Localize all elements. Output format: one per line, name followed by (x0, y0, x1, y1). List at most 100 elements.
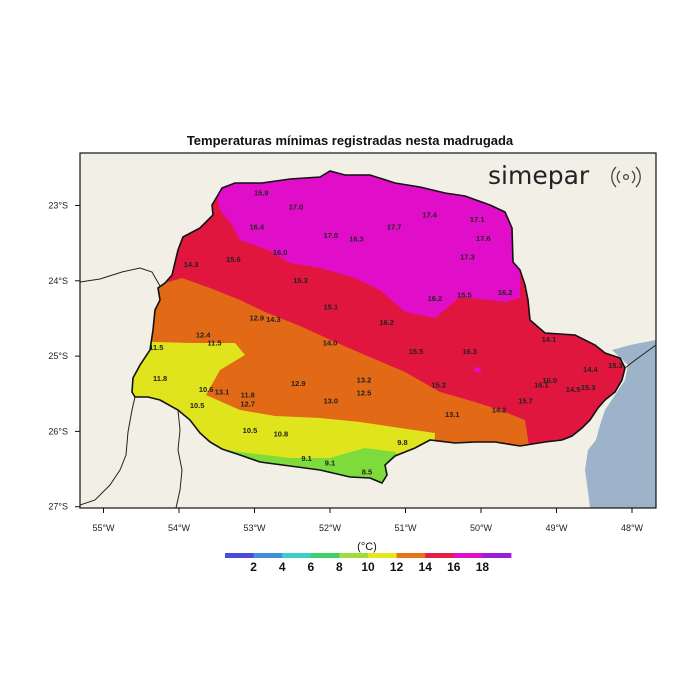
station-value: 14.2 (492, 406, 507, 415)
colorbar-tick-label: 8 (336, 560, 343, 574)
station-value: 15.3 (293, 276, 308, 285)
latitude-axis: 23°S 24°S 25°S 26°S 27°S (48, 201, 80, 512)
station-value: 15.2 (431, 381, 446, 390)
station-value: 10.5 (243, 426, 258, 435)
lat-tick-label: 25°S (48, 351, 68, 361)
colorbar-tick-label: 18 (476, 560, 490, 574)
colorbar-ticks: 2 4 6 8 10 12 14 16 18 (250, 560, 489, 574)
station-value: 15.6 (226, 255, 241, 264)
brand-text: simepar (488, 161, 590, 190)
station-value: 11.8 (241, 391, 255, 400)
station-value: 16.1 (534, 381, 549, 390)
station-value: 11.5 (149, 343, 163, 352)
colorbar-tick-label: 10 (361, 560, 375, 574)
longitude-axis: 55°W 54°W 53°W 52°W 51°W 50°W 49°W 48°W (92, 508, 644, 533)
country-borders (80, 267, 656, 508)
station-value: 17.7 (387, 223, 402, 232)
colorbar-swatch (453, 553, 483, 558)
colorbar-unit: (°C) (357, 541, 377, 553)
band-above-16-spot (474, 367, 481, 372)
station-value: 13.1 (445, 410, 460, 419)
station-value: 11.5 (207, 339, 221, 348)
colorbar-tick-label: 6 (307, 560, 314, 574)
lat-tick-label: 26°S (48, 426, 68, 436)
frame-border (79, 152, 657, 509)
station-value: 16.2 (379, 318, 394, 327)
station-value: 16.0 (273, 248, 288, 257)
station-value: 13.0 (323, 397, 338, 406)
lon-tick-label: 52°W (319, 523, 342, 533)
station-value: 10.6 (199, 385, 214, 394)
colorbar-tick-label: 2 (250, 560, 257, 574)
lon-tick-label: 49°W (545, 523, 568, 533)
colorbar-tick-label: 14 (419, 560, 433, 574)
signal-icon (611, 166, 641, 188)
lon-tick-label: 50°W (470, 523, 493, 533)
border-sp-coast (624, 344, 656, 369)
station-value: 12.5 (357, 388, 372, 397)
station-value: 14.0 (323, 339, 338, 348)
colorbar-swatch (282, 553, 312, 558)
map-frame (79, 152, 657, 509)
border-paraguay-ms (80, 267, 161, 287)
station-value: 15.5 (409, 347, 424, 356)
station-value: 13.2 (357, 375, 372, 384)
station-value: 10.5 (190, 401, 205, 410)
colorbar-swatch (396, 553, 426, 558)
station-value: 14.5 (566, 385, 581, 394)
station-value: 14.3 (266, 315, 281, 324)
station-value: 9.8 (397, 438, 407, 447)
station-value: 17.3 (460, 253, 475, 262)
station-value: 14.1 (542, 335, 557, 344)
station-value: 17.4 (422, 211, 437, 220)
station-value: 17.1 (470, 215, 485, 224)
station-value: 15.1 (323, 302, 338, 311)
lat-tick-label: 24°S (48, 276, 68, 286)
border-sc-inland (175, 409, 183, 508)
colorbar-tick-label: 12 (390, 560, 404, 574)
station-value: 16.0 (542, 376, 557, 385)
lon-tick-label: 51°W (394, 523, 417, 533)
station-value: 14.4 (583, 365, 598, 374)
station-value: 17.0 (323, 231, 338, 240)
lat-tick-label: 27°S (48, 502, 68, 512)
station-value: 12.9 (291, 379, 306, 388)
station-value: 9.1 (325, 458, 335, 467)
station-value: 12.9 (249, 314, 264, 323)
ocean (585, 340, 656, 508)
colorbar-swatch (310, 553, 340, 558)
station-value: 17.6 (476, 234, 491, 243)
colorbar-swatch (253, 553, 283, 558)
station-value: 12.7 (240, 400, 255, 409)
colorbar-tick-label: 4 (279, 560, 286, 574)
station-values: 15.9 17.0 16.4 17.4 17.1 17.7 17.0 16.3 17.6 16.0… (149, 189, 622, 477)
simepar-logo: simepar (488, 161, 641, 190)
lon-tick-label: 54°W (168, 523, 191, 533)
lon-tick-label: 55°W (92, 523, 115, 533)
station-value: 10.8 (274, 430, 289, 439)
station-value: 16.3 (349, 235, 364, 244)
station-value: 15.3 (581, 383, 596, 392)
station-value: 12.4 (196, 330, 211, 339)
lat-tick-label: 23°S (48, 201, 68, 211)
state-outline (131, 170, 626, 484)
colorbar-swatch (425, 553, 455, 558)
station-value: 15.5 (457, 290, 472, 299)
station-value: 16.2 (428, 294, 443, 303)
station-value: 9.1 (301, 454, 311, 463)
station-value: 8.5 (362, 467, 372, 476)
colorbar-swatch (482, 553, 512, 558)
station-value: 15.3 (608, 361, 623, 370)
colorbar-swatch (339, 553, 369, 558)
colorbar-tick-label: 16 (447, 560, 461, 574)
station-value: 15.9 (254, 189, 269, 198)
colorbar-swatches (225, 553, 512, 558)
map-title: Temperaturas mínimas registradas nesta m… (186, 133, 514, 148)
lon-tick-label: 53°W (243, 523, 266, 533)
station-value: 16.2 (498, 288, 513, 297)
station-value: 15.7 (518, 397, 533, 406)
station-value: 17.0 (289, 202, 304, 211)
colorbar-swatch (368, 553, 397, 558)
colorbar: (°C) 2 4 6 8 10 12 14 16 18 (225, 541, 512, 574)
